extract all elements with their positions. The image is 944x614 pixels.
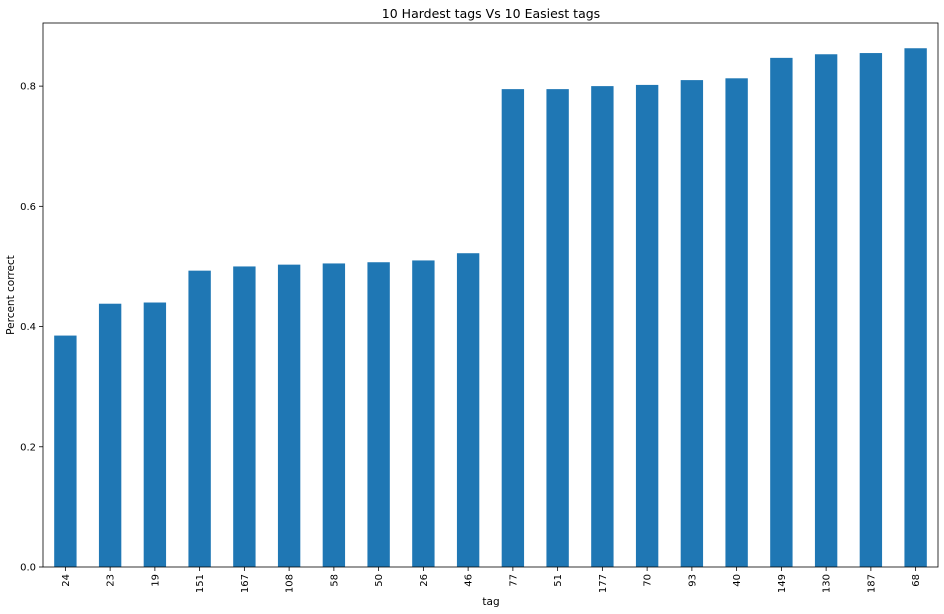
x-tick-label: 40 — [732, 574, 743, 587]
bar-187 — [859, 53, 883, 568]
x-tick-label: 24 — [61, 574, 72, 587]
x-tick-label: 68 — [911, 574, 922, 587]
x-tick-label: 19 — [150, 574, 161, 587]
y-tick-label: 0.8 — [20, 82, 36, 93]
bar-70 — [635, 84, 659, 567]
bar-130 — [814, 54, 838, 568]
y-tick-label: 0.4 — [20, 322, 36, 333]
x-tick-label: 108 — [285, 574, 296, 593]
x-tick-label: 151 — [195, 574, 206, 593]
bar-19 — [143, 302, 167, 567]
x-tick-label: 167 — [240, 574, 251, 593]
x-ticks-group: 24 23 19 151 167 108 58 50 26 46 77 51 177 70 93 40 149 1… — [61, 567, 922, 593]
y-tick-label: 0.6 — [20, 202, 36, 213]
bar-167 — [233, 266, 256, 567]
chart-title: 10 Hardest tags Vs 10 Easiest tags — [382, 6, 600, 21]
bar-51 — [546, 89, 569, 567]
plot-frame — [42, 22, 939, 568]
y-axis-label: Percent correct — [5, 255, 17, 335]
y-tick-label: 0.0 — [20, 563, 36, 574]
bar-151 — [188, 270, 211, 567]
x-tick-label: 187 — [866, 574, 877, 593]
x-tick-label: 130 — [822, 574, 833, 593]
x-tick-label: 26 — [419, 574, 430, 587]
bar-149 — [770, 57, 793, 568]
bar-23 — [98, 303, 122, 567]
x-tick-label: 149 — [777, 574, 788, 593]
x-tick-label: 46 — [464, 574, 475, 587]
bar-58 — [322, 263, 346, 567]
x-tick-label: 23 — [106, 574, 117, 587]
y-tick-label: 0.2 — [20, 442, 36, 453]
x-tick-label: 50 — [374, 574, 385, 587]
bar-108 — [277, 264, 301, 567]
bar-177 — [591, 86, 614, 567]
bar-46 — [456, 253, 480, 567]
bar-40 — [725, 78, 748, 567]
x-axis-label: tag — [482, 596, 499, 608]
bar-24 — [54, 335, 77, 567]
x-tick-label: 58 — [329, 574, 340, 587]
bars-group — [54, 48, 927, 568]
x-tick-label: 51 — [553, 574, 564, 587]
x-tick-label: 93 — [687, 574, 698, 587]
bar-77 — [501, 89, 525, 567]
bar-50 — [367, 262, 390, 567]
x-tick-label: 70 — [643, 574, 654, 587]
bar-26 — [412, 260, 435, 567]
x-tick-label: 77 — [508, 574, 519, 587]
bar-93 — [680, 80, 704, 567]
x-tick-label: 177 — [598, 574, 609, 593]
bar-68 — [904, 48, 927, 568]
y-ticks-group: 0.0 0.2 0.4 0.6 0.8 — [20, 82, 43, 574]
